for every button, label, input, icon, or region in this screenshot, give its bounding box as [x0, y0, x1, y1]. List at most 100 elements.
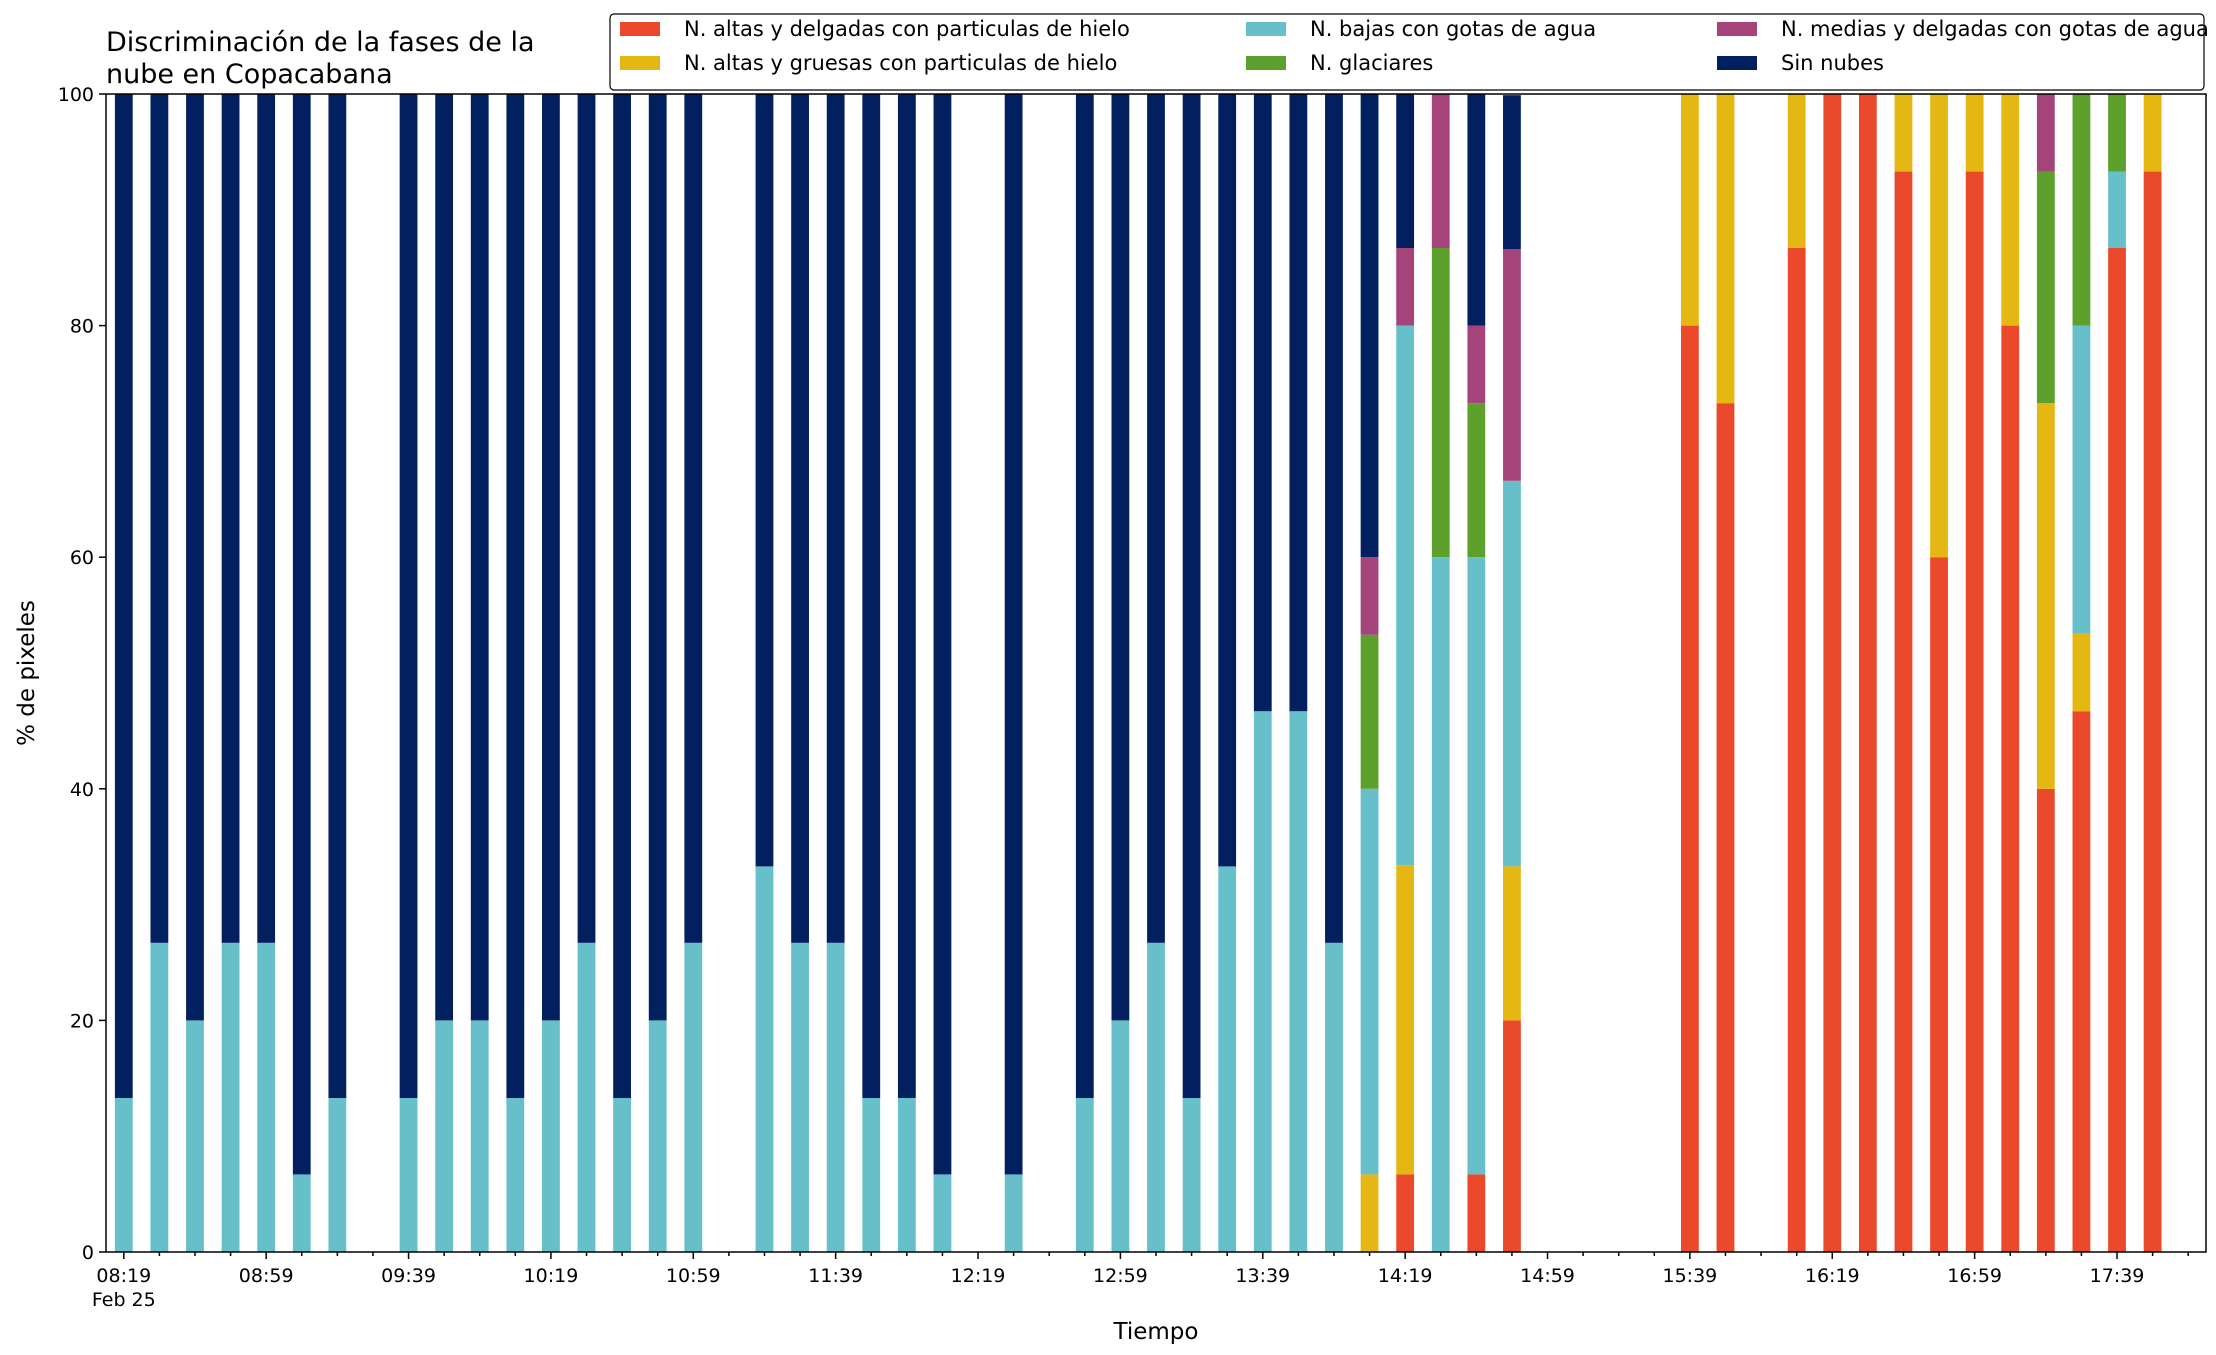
- bar-segment: [1503, 480, 1521, 867]
- bar-segment: [1930, 557, 1948, 1252]
- bar-segment: [1503, 95, 1521, 250]
- x-tick-label: 12:19: [951, 1265, 1006, 1287]
- bar-segment: [755, 94, 774, 867]
- bar-segment: [862, 94, 881, 1098]
- bar-segment: [1147, 942, 1165, 1252]
- bar-segment: [2001, 325, 2020, 1253]
- x-tick-label: 10:59: [666, 1265, 721, 1287]
- bar-segment: [1787, 94, 1806, 249]
- bar-segment: [1467, 403, 1486, 558]
- chart-title-line-1: Discriminación de la fases de la: [106, 27, 535, 58]
- bar-segment: [1325, 94, 1343, 943]
- bar-segment: [2072, 633, 2091, 712]
- bar-segment: [577, 942, 596, 1252]
- bar-segment: [1289, 94, 1308, 712]
- x-tick-label: 09:39: [381, 1265, 436, 1287]
- bar-segment: [399, 1097, 418, 1252]
- x-tick-label: 14:59: [1520, 1265, 1575, 1287]
- legend-entry: N. medias y delgadas con gotas de agua: [1717, 17, 2209, 41]
- bar-segment: [933, 94, 952, 1175]
- legend-entry: N. glaciares: [1246, 51, 1433, 75]
- y-tick-label: 60: [70, 547, 94, 569]
- bar-segment: [1111, 94, 1130, 1021]
- bar-segment: [506, 94, 525, 1098]
- bar-segment: [114, 1097, 133, 1252]
- x-tick-label: 17:39: [2090, 1265, 2145, 1287]
- bar-segment: [897, 94, 916, 1098]
- bar-segment: [1360, 634, 1379, 789]
- bar-segment: [328, 1097, 347, 1252]
- bar-segment: [150, 942, 169, 1252]
- legend-swatch: [1246, 22, 1286, 36]
- bar-segment: [1182, 94, 1201, 1098]
- bar-segment: [292, 94, 311, 1175]
- bar-segment: [2036, 94, 2055, 172]
- bar-segment: [684, 94, 703, 943]
- bar-segment: [1218, 866, 1237, 1252]
- bar-segment: [1431, 557, 1450, 1252]
- bar-segment: [1111, 1020, 1130, 1252]
- bar-segment: [1894, 94, 1913, 172]
- legend-swatch: [1717, 22, 1757, 36]
- bar-segment: [542, 94, 560, 1021]
- x-tick-label: 13:39: [1235, 1265, 1290, 1287]
- bar-segment: [1360, 1174, 1379, 1252]
- y-axis: 0 20 40 60 80 100: [58, 84, 106, 1264]
- bar-segment: [1182, 1097, 1201, 1252]
- bar-segment: [1218, 94, 1237, 867]
- bar-segment: [221, 94, 240, 943]
- legend-swatch: [1717, 56, 1757, 70]
- bar-segment: [257, 94, 276, 943]
- bar-segment: [862, 1097, 881, 1252]
- x-tick-label: 08:59: [239, 1265, 294, 1287]
- x-date-label: Feb 25: [92, 1289, 156, 1311]
- y-tick-label: 20: [70, 1010, 94, 1032]
- bar-segment: [1396, 865, 1415, 1175]
- bar-segment: [613, 1097, 631, 1252]
- bar-segment: [2072, 711, 2091, 1252]
- bar-segment: [1004, 1174, 1023, 1252]
- bar-segment: [791, 94, 809, 943]
- bar-segment: [1681, 325, 1699, 1253]
- bar-segment: [1503, 866, 1521, 1021]
- bar-segment: [1965, 171, 1984, 1253]
- bar-segment: [1467, 94, 1486, 326]
- bar-segment: [1503, 1020, 1521, 1252]
- legend-entry: N. altas y gruesas con particulas de hie…: [620, 51, 1117, 75]
- bar-segment: [577, 94, 596, 943]
- x-axis: 08:19 08:59 09:39 10:19 10:59 11:39 12:19 12:59…: [92, 1252, 2189, 1311]
- bar-segment: [2036, 171, 2055, 404]
- bar-segment: [2108, 248, 2126, 1252]
- bar-segment: [1823, 94, 1842, 1252]
- bar-segment: [2108, 94, 2126, 172]
- x-tick-label: 16:19: [1805, 1265, 1860, 1287]
- legend-swatch: [620, 56, 660, 70]
- bar-segment: [1467, 325, 1486, 404]
- bar-segment: [1147, 94, 1165, 943]
- bar-segment: [2108, 171, 2126, 249]
- bar-segment: [186, 1020, 204, 1252]
- legend: N. altas y delgadas con particulas de hi…: [609, 13, 2209, 91]
- bar-segment: [328, 94, 347, 1098]
- x-tick-label: 11:39: [808, 1265, 863, 1287]
- x-tick-label: 15:39: [1663, 1265, 1718, 1287]
- bar-segment: [1467, 557, 1486, 1175]
- x-tick-label: 10:19: [524, 1265, 579, 1287]
- legend-label: Sin nubes: [1781, 51, 1884, 75]
- bar-segment: [470, 94, 489, 1021]
- bar-segment: [613, 94, 631, 1098]
- bar-segment: [2072, 94, 2091, 326]
- chart-title-line-2: nube en Copacabana: [106, 59, 393, 90]
- legend-swatch: [620, 22, 660, 36]
- bar-segment: [1396, 248, 1415, 326]
- bar-segment: [2036, 403, 2055, 789]
- bar-segment: [470, 1020, 489, 1252]
- bar-segment: [399, 94, 418, 1098]
- bar-segment: [1075, 94, 1094, 1098]
- bar-segment: [1467, 1174, 1486, 1252]
- bar-segment: [897, 1097, 916, 1252]
- bar-segment: [684, 942, 703, 1252]
- x-tick-label: 14:19: [1378, 1265, 1433, 1287]
- bar-segment: [150, 94, 169, 943]
